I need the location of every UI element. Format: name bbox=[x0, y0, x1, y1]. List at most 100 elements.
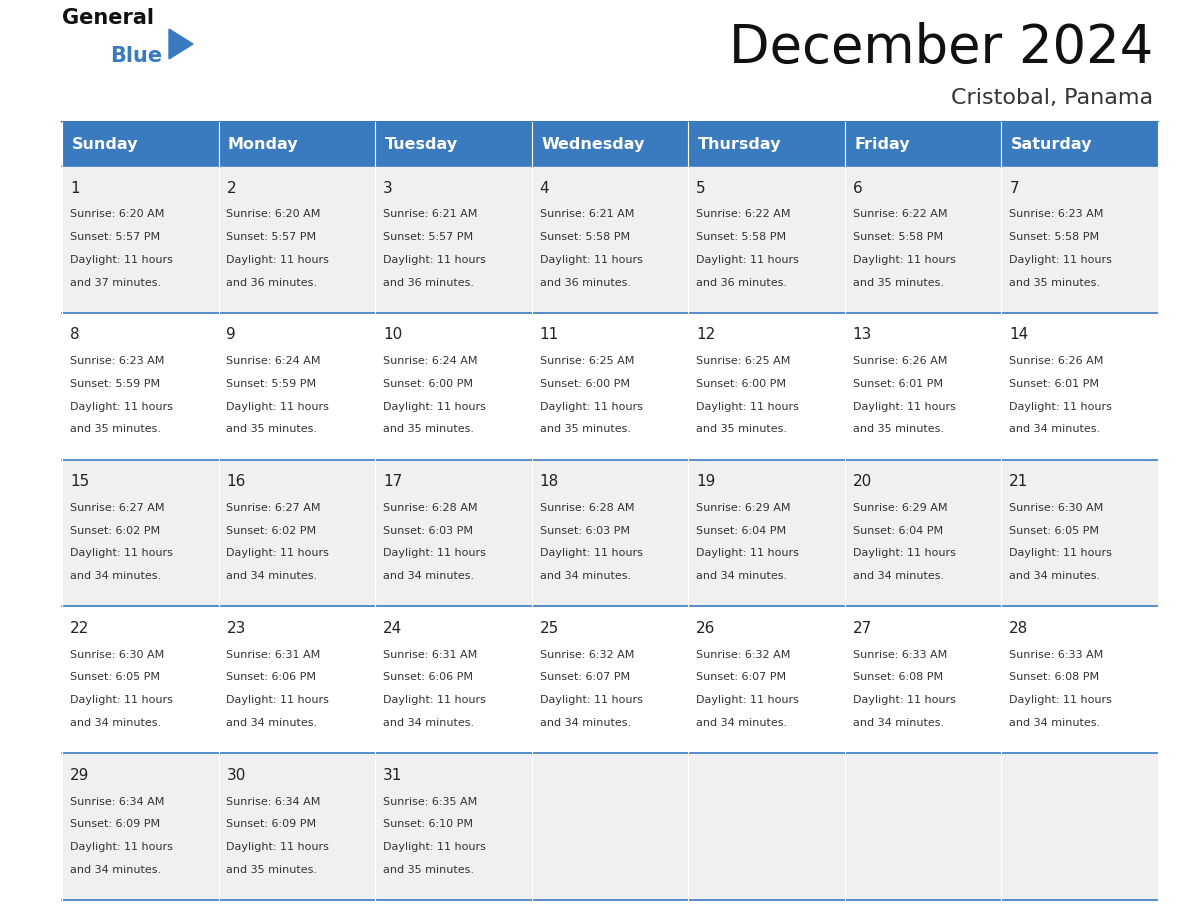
Text: Sunrise: 6:23 AM: Sunrise: 6:23 AM bbox=[1010, 209, 1104, 219]
Bar bbox=[688, 753, 845, 900]
Bar bbox=[219, 607, 375, 753]
Text: 27: 27 bbox=[853, 621, 872, 636]
Text: Sunrise: 6:26 AM: Sunrise: 6:26 AM bbox=[1010, 356, 1104, 366]
Bar bbox=[845, 313, 1001, 460]
Text: Sunrise: 6:21 AM: Sunrise: 6:21 AM bbox=[539, 209, 634, 219]
Text: Sunset: 6:04 PM: Sunset: 6:04 PM bbox=[853, 526, 943, 536]
Bar bbox=[532, 122, 688, 166]
Bar bbox=[62, 122, 219, 166]
Text: 8: 8 bbox=[70, 328, 80, 342]
Bar bbox=[1001, 166, 1158, 313]
Text: and 34 minutes.: and 34 minutes. bbox=[383, 571, 474, 581]
Bar bbox=[532, 313, 688, 460]
Bar bbox=[688, 122, 845, 166]
Text: Sunset: 6:07 PM: Sunset: 6:07 PM bbox=[696, 673, 786, 682]
Text: Sunrise: 6:34 AM: Sunrise: 6:34 AM bbox=[227, 797, 321, 807]
Text: Sunrise: 6:21 AM: Sunrise: 6:21 AM bbox=[383, 209, 478, 219]
Text: Sunrise: 6:27 AM: Sunrise: 6:27 AM bbox=[227, 503, 321, 513]
Text: and 34 minutes.: and 34 minutes. bbox=[70, 865, 160, 875]
Text: and 34 minutes.: and 34 minutes. bbox=[227, 718, 317, 728]
Text: Sunset: 6:04 PM: Sunset: 6:04 PM bbox=[696, 526, 786, 536]
Text: and 36 minutes.: and 36 minutes. bbox=[696, 277, 788, 287]
Text: Sunset: 6:03 PM: Sunset: 6:03 PM bbox=[383, 526, 473, 536]
Text: Daylight: 11 hours: Daylight: 11 hours bbox=[1010, 548, 1112, 558]
Text: 30: 30 bbox=[227, 767, 246, 783]
Bar bbox=[1001, 460, 1158, 607]
Text: Daylight: 11 hours: Daylight: 11 hours bbox=[853, 255, 955, 264]
Bar bbox=[219, 122, 375, 166]
Text: Sunrise: 6:27 AM: Sunrise: 6:27 AM bbox=[70, 503, 164, 513]
Text: and 34 minutes.: and 34 minutes. bbox=[539, 718, 631, 728]
Text: and 35 minutes.: and 35 minutes. bbox=[1010, 277, 1100, 287]
Text: 15: 15 bbox=[70, 475, 89, 489]
Text: Daylight: 11 hours: Daylight: 11 hours bbox=[227, 842, 329, 852]
Bar bbox=[62, 313, 219, 460]
Text: and 35 minutes.: and 35 minutes. bbox=[539, 424, 631, 434]
Bar bbox=[1001, 607, 1158, 753]
Text: Daylight: 11 hours: Daylight: 11 hours bbox=[227, 401, 329, 411]
Text: Daylight: 11 hours: Daylight: 11 hours bbox=[383, 842, 486, 852]
Text: 5: 5 bbox=[696, 181, 706, 196]
Text: Sunrise: 6:33 AM: Sunrise: 6:33 AM bbox=[1010, 650, 1104, 660]
Text: and 35 minutes.: and 35 minutes. bbox=[227, 865, 317, 875]
Text: Thursday: Thursday bbox=[697, 137, 782, 151]
Text: and 34 minutes.: and 34 minutes. bbox=[383, 718, 474, 728]
Text: Sunset: 5:57 PM: Sunset: 5:57 PM bbox=[227, 232, 316, 242]
Bar bbox=[375, 313, 532, 460]
Text: December 2024: December 2024 bbox=[728, 22, 1154, 74]
Bar bbox=[845, 166, 1001, 313]
Text: and 36 minutes.: and 36 minutes. bbox=[383, 277, 474, 287]
Text: Wednesday: Wednesday bbox=[541, 137, 644, 151]
Text: Daylight: 11 hours: Daylight: 11 hours bbox=[383, 401, 486, 411]
Text: Sunset: 6:09 PM: Sunset: 6:09 PM bbox=[227, 819, 316, 829]
Text: and 34 minutes.: and 34 minutes. bbox=[696, 571, 788, 581]
Text: Sunset: 6:02 PM: Sunset: 6:02 PM bbox=[70, 526, 160, 536]
Text: Cristobal, Panama: Cristobal, Panama bbox=[950, 88, 1154, 108]
Bar bbox=[1001, 122, 1158, 166]
Text: Sunset: 6:02 PM: Sunset: 6:02 PM bbox=[227, 526, 316, 536]
Text: Sunset: 6:00 PM: Sunset: 6:00 PM bbox=[539, 379, 630, 389]
Text: Daylight: 11 hours: Daylight: 11 hours bbox=[227, 255, 329, 264]
Text: Daylight: 11 hours: Daylight: 11 hours bbox=[70, 255, 172, 264]
Text: Sunrise: 6:31 AM: Sunrise: 6:31 AM bbox=[227, 650, 321, 660]
Text: and 35 minutes.: and 35 minutes. bbox=[696, 424, 788, 434]
Text: and 34 minutes.: and 34 minutes. bbox=[70, 718, 160, 728]
Text: Sunset: 6:06 PM: Sunset: 6:06 PM bbox=[383, 673, 473, 682]
Bar bbox=[219, 460, 375, 607]
Text: and 35 minutes.: and 35 minutes. bbox=[383, 865, 474, 875]
Text: 28: 28 bbox=[1010, 621, 1029, 636]
Text: Sunrise: 6:33 AM: Sunrise: 6:33 AM bbox=[853, 650, 947, 660]
Text: 4: 4 bbox=[539, 181, 549, 196]
Bar bbox=[688, 166, 845, 313]
Text: Daylight: 11 hours: Daylight: 11 hours bbox=[853, 548, 955, 558]
Text: Sunset: 5:58 PM: Sunset: 5:58 PM bbox=[1010, 232, 1099, 242]
Text: 2: 2 bbox=[227, 181, 236, 196]
Text: Daylight: 11 hours: Daylight: 11 hours bbox=[696, 401, 800, 411]
Text: Friday: Friday bbox=[854, 137, 910, 151]
Polygon shape bbox=[169, 29, 192, 59]
Text: Sunset: 5:58 PM: Sunset: 5:58 PM bbox=[539, 232, 630, 242]
Text: and 34 minutes.: and 34 minutes. bbox=[227, 571, 317, 581]
Text: Sunrise: 6:25 AM: Sunrise: 6:25 AM bbox=[696, 356, 790, 366]
Text: 26: 26 bbox=[696, 621, 715, 636]
Bar bbox=[688, 607, 845, 753]
Text: Daylight: 11 hours: Daylight: 11 hours bbox=[383, 255, 486, 264]
Text: Daylight: 11 hours: Daylight: 11 hours bbox=[227, 695, 329, 705]
Text: Daylight: 11 hours: Daylight: 11 hours bbox=[853, 401, 955, 411]
Text: Sunset: 5:59 PM: Sunset: 5:59 PM bbox=[227, 379, 316, 389]
Bar bbox=[1001, 313, 1158, 460]
Text: Daylight: 11 hours: Daylight: 11 hours bbox=[70, 842, 172, 852]
Text: Daylight: 11 hours: Daylight: 11 hours bbox=[696, 695, 800, 705]
Text: Sunset: 6:03 PM: Sunset: 6:03 PM bbox=[539, 526, 630, 536]
Text: 1: 1 bbox=[70, 181, 80, 196]
Text: Sunrise: 6:29 AM: Sunrise: 6:29 AM bbox=[696, 503, 791, 513]
Bar bbox=[375, 607, 532, 753]
Text: 25: 25 bbox=[539, 621, 558, 636]
Text: Sunset: 5:58 PM: Sunset: 5:58 PM bbox=[853, 232, 943, 242]
Text: and 35 minutes.: and 35 minutes. bbox=[383, 424, 474, 434]
Text: Sunrise: 6:22 AM: Sunrise: 6:22 AM bbox=[853, 209, 947, 219]
Text: Daylight: 11 hours: Daylight: 11 hours bbox=[539, 401, 643, 411]
Text: Sunset: 5:59 PM: Sunset: 5:59 PM bbox=[70, 379, 160, 389]
Text: Sunrise: 6:35 AM: Sunrise: 6:35 AM bbox=[383, 797, 478, 807]
Text: Daylight: 11 hours: Daylight: 11 hours bbox=[383, 548, 486, 558]
